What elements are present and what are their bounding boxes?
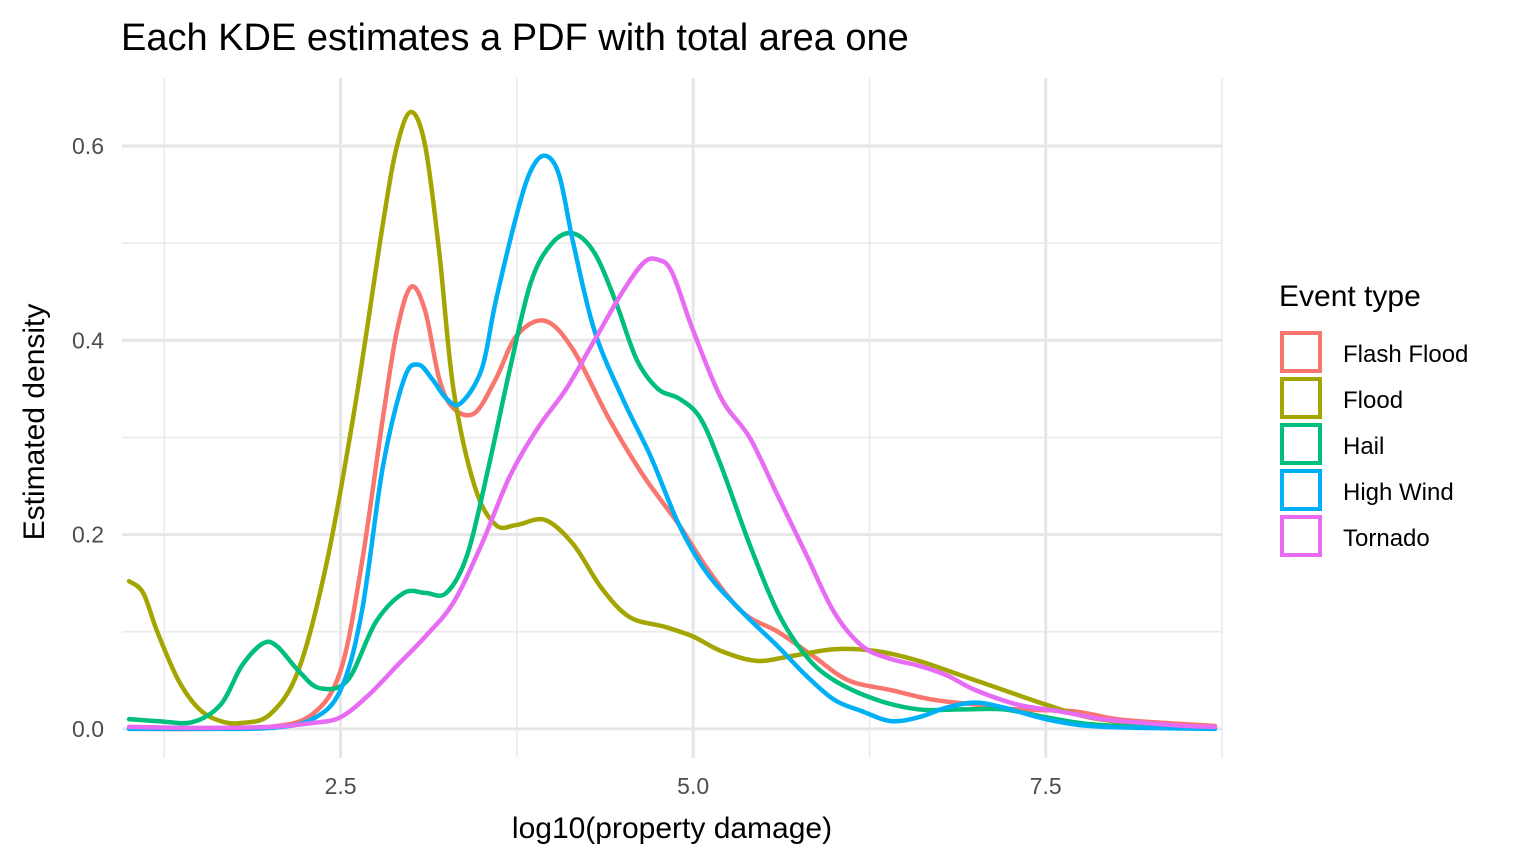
legend: Event type Flash Flood Flood Hail High Wind… (1279, 280, 1468, 557)
y-tick-label: 0.0 (72, 716, 104, 742)
series-line-tornado (126, 256, 1218, 731)
legend-key-tornado (1280, 515, 1322, 557)
series-line-high-wind (126, 153, 1218, 732)
legend-key-flood (1280, 377, 1322, 419)
series-line-hail (126, 230, 1218, 731)
major-gridlines (122, 78, 1222, 758)
legend-label-tornado: Tornado (1343, 525, 1430, 552)
legend-items: Flash Flood Flood Hail High Wind Tornado (1280, 331, 1468, 557)
y-axis-tick-labels: 0.0 0.2 0.4 0.6 (72, 133, 104, 742)
legend-key-flash-flood (1280, 331, 1322, 373)
series-line-flood (126, 109, 1218, 731)
chart-title: Each KDE estimates a PDF with total area… (121, 17, 909, 59)
x-tick-label: 7.5 (1030, 773, 1062, 799)
legend-label-flood: Flood (1343, 387, 1403, 414)
y-tick-label: 0.2 (72, 522, 104, 548)
legend-label-flash-flood: Flash Flood (1343, 341, 1468, 368)
series-line-flash-flood (126, 284, 1218, 732)
x-axis-tick-labels: 2.5 5.0 7.5 (325, 773, 1062, 799)
y-tick-label: 0.6 (72, 133, 104, 159)
series-lines (126, 109, 1218, 732)
x-tick-label: 2.5 (325, 773, 357, 799)
legend-key-high-wind (1280, 469, 1322, 511)
x-tick-label: 5.0 (677, 773, 709, 799)
legend-label-high-wind: High Wind (1343, 479, 1454, 506)
y-axis-title: Estimated density (18, 304, 51, 541)
legend-key-hail (1280, 423, 1322, 465)
y-tick-label: 0.4 (72, 327, 104, 353)
minor-gridlines (122, 78, 1223, 758)
legend-label-hail: Hail (1343, 433, 1384, 460)
x-axis-title: log10(property damage) (512, 812, 832, 845)
legend-title: Event type (1279, 280, 1421, 313)
